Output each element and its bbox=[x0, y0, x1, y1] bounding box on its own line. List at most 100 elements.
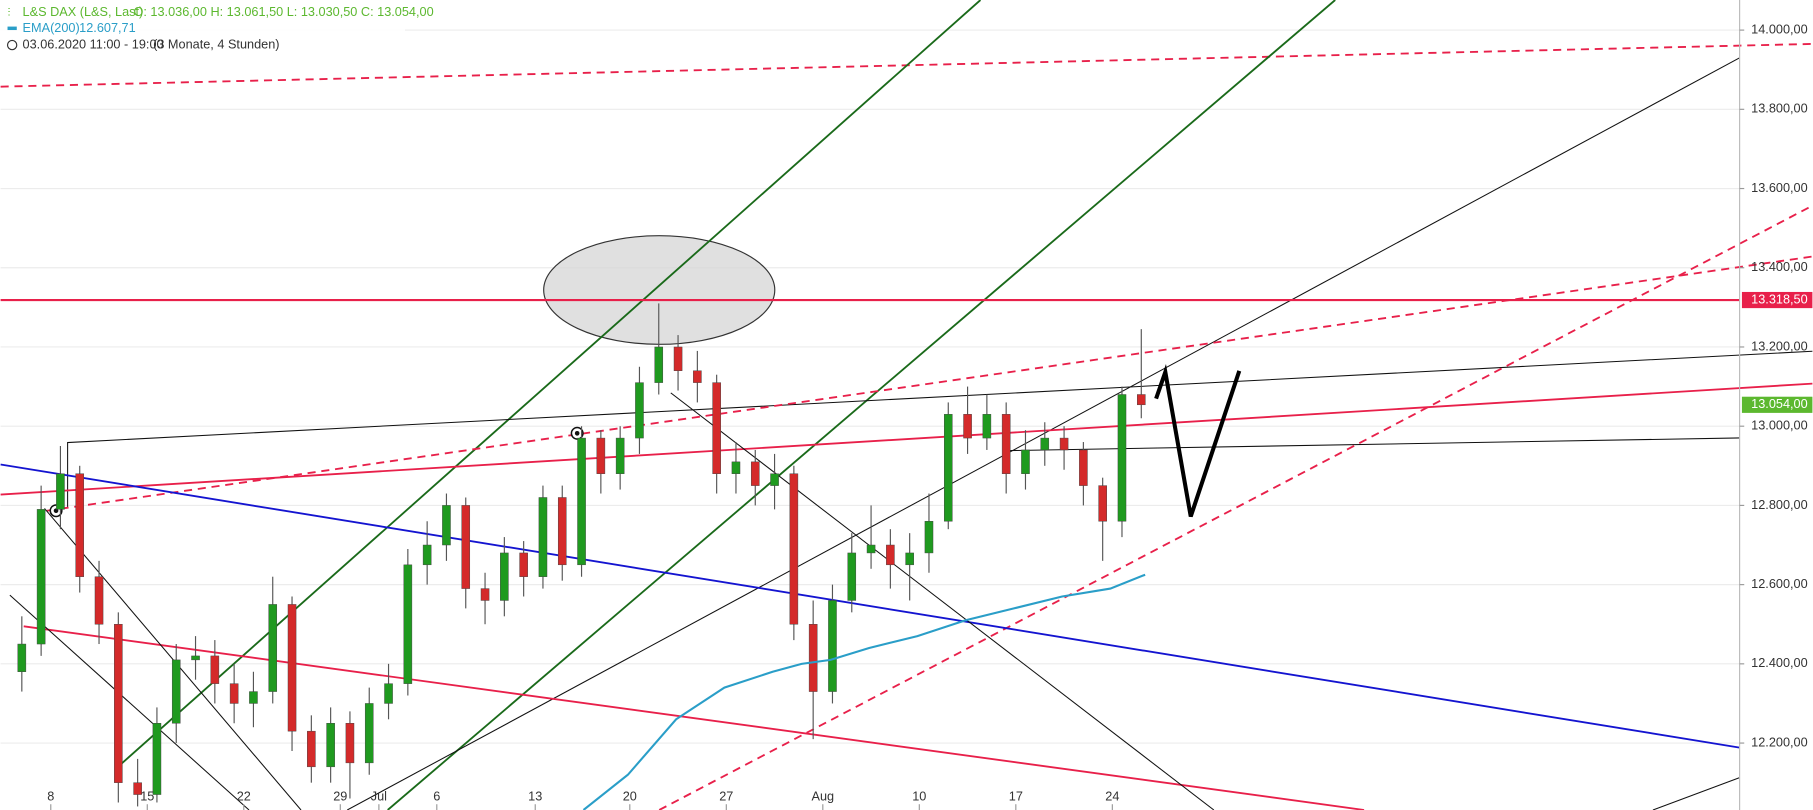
candle-body bbox=[615, 437, 625, 474]
trend-line bbox=[46, 255, 1813, 512]
candle-body bbox=[191, 655, 200, 661]
clock-icon bbox=[6, 39, 18, 51]
candle-body bbox=[384, 683, 393, 704]
y-tick-label: 14.000,00 bbox=[1751, 21, 1808, 36]
candle-body bbox=[17, 643, 27, 672]
candle-body bbox=[519, 552, 528, 577]
candle-body bbox=[326, 723, 335, 768]
trend-line bbox=[658, 204, 1813, 810]
candle-body bbox=[268, 604, 278, 692]
trend-line bbox=[387, 0, 1336, 810]
y-tick-label: 13.800,00 bbox=[1751, 101, 1808, 116]
instrument-title: L&S DAX (L&S, Last) bbox=[23, 4, 144, 19]
trend-line bbox=[67, 350, 1813, 509]
candle-body bbox=[712, 382, 721, 474]
candle-body bbox=[538, 497, 548, 577]
x-tick-label: 8 bbox=[47, 789, 54, 804]
candle-body bbox=[1040, 437, 1050, 451]
last-price-label: 13.054,00 bbox=[1751, 396, 1808, 411]
candle-body bbox=[307, 730, 316, 768]
x-tick-label: Aug bbox=[812, 789, 835, 804]
ohlc-icon: ⫶ bbox=[8, 7, 11, 19]
candle-body bbox=[828, 600, 837, 692]
header-bg bbox=[0, 2, 406, 56]
candle-body bbox=[577, 437, 586, 566]
y-tick-label: 12.600,00 bbox=[1751, 576, 1808, 591]
candle-body bbox=[461, 505, 471, 589]
candle-body bbox=[673, 346, 683, 371]
candle-body bbox=[1137, 394, 1146, 406]
candle-body bbox=[963, 414, 972, 439]
candle-body bbox=[886, 544, 895, 566]
x-tick-label: 6 bbox=[433, 789, 440, 804]
candle-body bbox=[693, 370, 702, 383]
candle-body bbox=[1059, 437, 1069, 451]
candle-body bbox=[171, 659, 181, 724]
candle-body bbox=[56, 473, 65, 510]
y-tick-label: 13.400,00 bbox=[1751, 259, 1808, 274]
candle-body bbox=[422, 544, 432, 566]
period: 03.06.2020 11:00 - 19:00 bbox=[23, 36, 164, 51]
candle-body bbox=[94, 576, 104, 625]
period-note: (3 Monate, 4 Stunden) bbox=[153, 36, 279, 51]
candle-body bbox=[133, 782, 142, 795]
candle-body bbox=[847, 552, 857, 601]
x-tick-label: 10 bbox=[912, 789, 926, 804]
candle-body bbox=[924, 521, 934, 554]
candle-body bbox=[152, 723, 162, 795]
trend-line bbox=[23, 625, 1365, 810]
hline-label: 13.318,50 bbox=[1751, 291, 1808, 306]
candle-body bbox=[596, 437, 606, 474]
candle-body bbox=[905, 552, 914, 566]
candle-body bbox=[557, 497, 567, 566]
candle-body bbox=[249, 691, 258, 704]
y-tick-label: 13.200,00 bbox=[1751, 338, 1808, 353]
x-tick-label: 27 bbox=[719, 789, 733, 804]
ema-legend-value: 12.607,71 bbox=[79, 20, 136, 35]
trend-line bbox=[115, 0, 982, 770]
candle-body bbox=[229, 683, 239, 704]
trend-line bbox=[346, 57, 1740, 810]
grid bbox=[0, 29, 1740, 744]
candle-body bbox=[789, 473, 799, 625]
candle-body bbox=[1021, 449, 1030, 474]
ema-line bbox=[582, 573, 1146, 810]
y-tick-label: 12.400,00 bbox=[1751, 655, 1808, 670]
hline-label-bg bbox=[1741, 291, 1813, 309]
x-tick-label: 17 bbox=[1009, 789, 1023, 804]
candle-body bbox=[1079, 449, 1088, 486]
x-tick-label: 29 bbox=[333, 789, 347, 804]
candle-body bbox=[36, 509, 46, 645]
x-tick-label: Jul bbox=[371, 789, 387, 804]
candle-body bbox=[287, 604, 297, 732]
candle-body bbox=[943, 414, 953, 522]
x-tick-label: 15 bbox=[140, 789, 154, 804]
candle-body bbox=[866, 544, 876, 554]
candle-body bbox=[210, 655, 220, 684]
candle-body bbox=[500, 552, 509, 601]
trend-line bbox=[1652, 777, 1740, 810]
candle-body bbox=[114, 624, 123, 783]
candle-body bbox=[750, 461, 760, 486]
ema-legend-name: EMA(200) bbox=[23, 20, 80, 35]
ohlc-values: O: 13.036,00 H: 13.061,50 L: 13.030,50 C… bbox=[133, 4, 433, 19]
y-tick-label: 12.800,00 bbox=[1751, 497, 1808, 512]
x-tick-label: 13 bbox=[528, 789, 542, 804]
candle-body bbox=[982, 414, 992, 439]
candle-body bbox=[1117, 394, 1127, 522]
x-tick-label: 20 bbox=[623, 789, 637, 804]
candle-body bbox=[345, 723, 355, 764]
candle-body bbox=[75, 473, 85, 577]
candle-body bbox=[654, 346, 664, 383]
candle-body bbox=[1001, 414, 1011, 474]
y-tick-label: 13.600,00 bbox=[1751, 180, 1808, 195]
candle-body bbox=[442, 505, 451, 546]
trend-line bbox=[670, 392, 1215, 810]
trend-line bbox=[0, 463, 1740, 749]
candle-body bbox=[403, 564, 413, 684]
candle-body bbox=[770, 473, 779, 486]
x-tick-label: 22 bbox=[237, 789, 251, 804]
